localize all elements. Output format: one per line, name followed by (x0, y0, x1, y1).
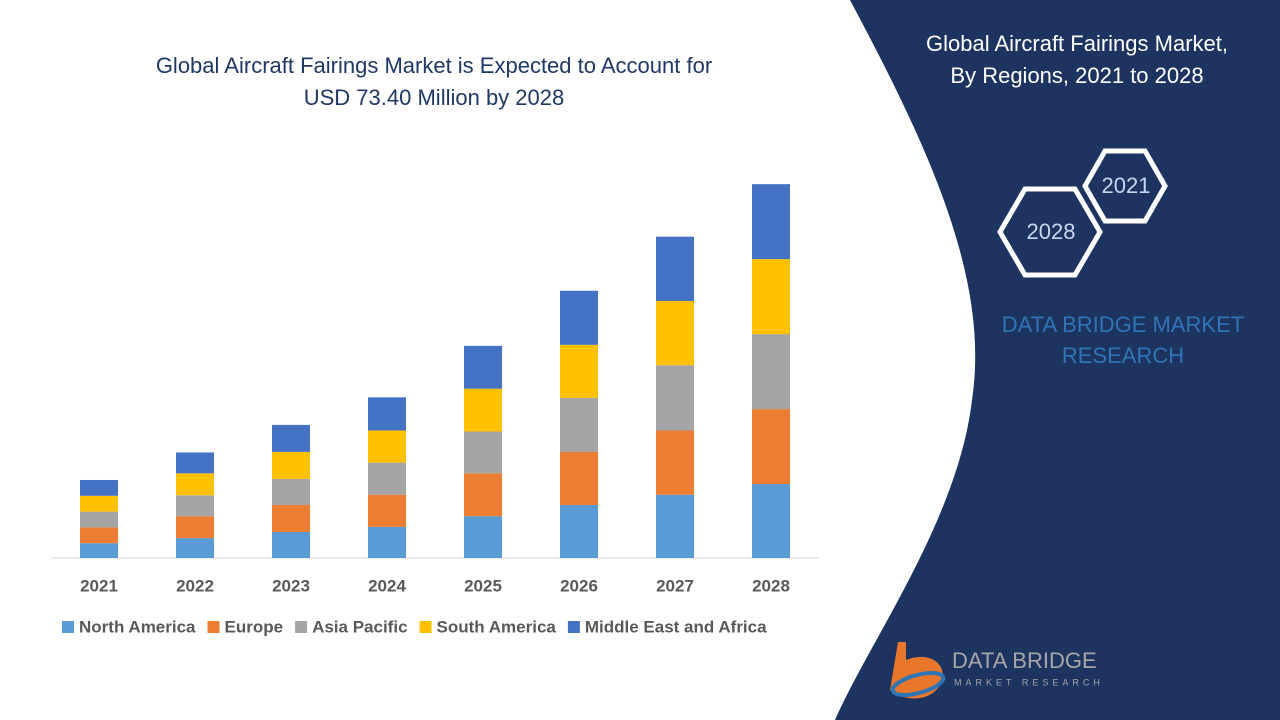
logo-mark (890, 642, 943, 699)
bar-segment (464, 431, 502, 474)
x-tick-label: 2028 (752, 576, 790, 595)
hex-year: 2021 (1102, 173, 1151, 198)
legend-label: South America (437, 617, 557, 636)
logo-text: DATA BRIDGE (952, 648, 1097, 673)
panel-title: Global Aircraft Fairings Market, (926, 31, 1228, 56)
bar-segment (752, 484, 790, 558)
bar-segment (80, 543, 118, 558)
logo-mark (890, 671, 946, 697)
legend-swatch (62, 621, 74, 633)
bar-segment (368, 494, 406, 527)
logo-text: MARKET RESEARCH (954, 677, 1104, 687)
x-tick-label: 2025 (464, 576, 502, 595)
bar-segment (560, 397, 598, 452)
bar-segment (752, 184, 790, 260)
bar-segment (464, 473, 502, 517)
x-tick-label: 2021 (80, 576, 118, 595)
bar-segment (752, 259, 790, 335)
bar-segment (752, 409, 790, 485)
logo: DATA BRIDGE MARKET RESEARCH (890, 642, 1104, 699)
hexagon (1082, 148, 1168, 224)
side-panel (835, 0, 1280, 720)
x-tick-label: 2023 (272, 576, 310, 595)
bar-segment (176, 473, 214, 496)
bar-segment (176, 516, 214, 539)
x-tick-label: 2026 (560, 576, 598, 595)
bar-segment (464, 345, 502, 389)
bar-segment (176, 495, 214, 517)
bar-segment (368, 526, 406, 558)
hexagon (997, 186, 1103, 278)
panel-title: By Regions, 2021 to 2028 (950, 63, 1203, 88)
bar-segment (80, 495, 118, 512)
x-tick-label: 2024 (368, 576, 406, 595)
legend-swatch (419, 621, 432, 633)
bar-segment (80, 479, 118, 496)
hex-year: 2028 (1027, 219, 1076, 244)
legend-label: Middle East and Africa (585, 617, 767, 636)
bar-segment (272, 531, 310, 558)
bar-segment (176, 538, 214, 558)
bar-segment (464, 516, 502, 558)
x-tick-label: 2022 (176, 576, 214, 595)
brand-text: RESEARCH (1062, 343, 1184, 368)
legend-swatch (295, 621, 308, 633)
bar-segment (656, 365, 694, 431)
bar-segment (272, 504, 310, 532)
x-tick-label: 2027 (656, 576, 694, 595)
bar-segment (752, 334, 790, 410)
bar-segment (80, 511, 118, 528)
bar-segment (368, 397, 406, 431)
bar-segment (272, 424, 310, 452)
bar-segment (272, 478, 310, 505)
chart-title: Global Aircraft Fairings Market is Expec… (156, 53, 712, 78)
legend-swatch (567, 621, 580, 633)
legend-label: North America (79, 617, 196, 636)
brand-text: DATA BRIDGE MARKET (1002, 312, 1244, 337)
bar-segment (656, 494, 694, 558)
bar-segment (176, 452, 214, 474)
bar-segment (560, 344, 598, 398)
bar-segment (560, 451, 598, 505)
bar-segment (656, 300, 694, 366)
bar-segment (656, 236, 694, 301)
bar-segment (80, 527, 118, 544)
chart-title: USD 73.40 Million by 2028 (304, 85, 564, 110)
legend-label: Asia Pacific (312, 617, 407, 636)
legend-label: Europe (225, 617, 284, 636)
legend-swatch (207, 621, 220, 633)
bar-segment (656, 430, 694, 495)
bar-segment (464, 388, 502, 432)
bar-segment (368, 430, 406, 463)
bar-segment (560, 290, 598, 345)
bar-segment (272, 451, 310, 479)
bar-segment (560, 504, 598, 558)
bar-segment (368, 462, 406, 495)
